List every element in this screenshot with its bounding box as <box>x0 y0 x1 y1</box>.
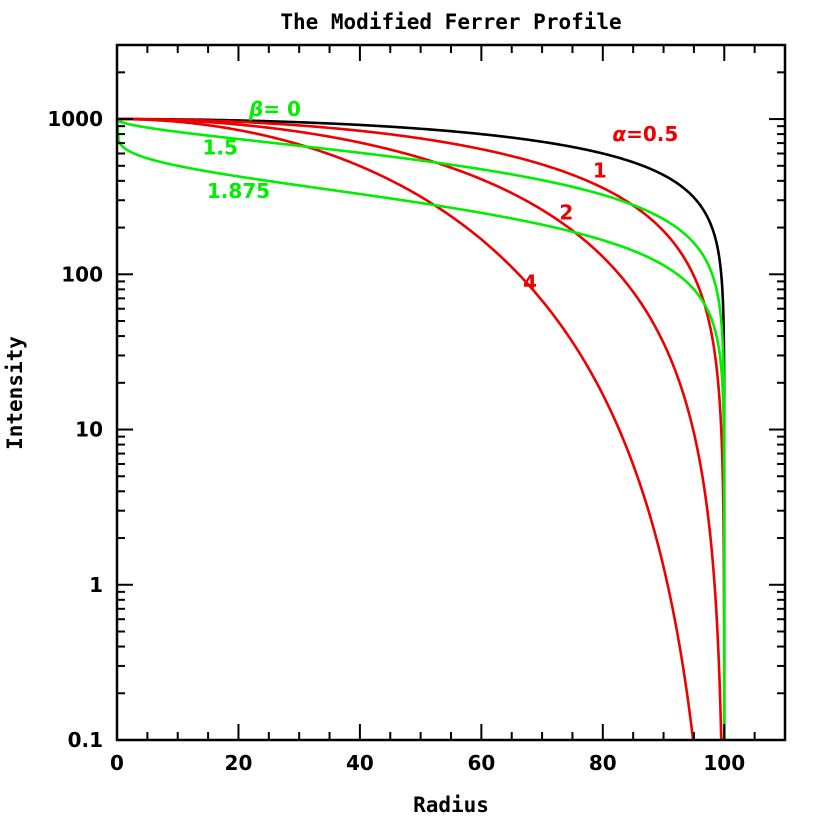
series-line-green-6 <box>115 118 726 740</box>
x-tick-label: 60 <box>467 751 495 775</box>
x-tick-label: 20 <box>225 751 253 775</box>
annotations-layer: β= 0 1.5 1.875 α=0.512 4 <box>203 97 679 295</box>
y-tick-label: 0.1 <box>68 728 103 752</box>
curve-annotation-1: β= 0 <box>248 97 301 121</box>
curve-annotation-7: 4 <box>523 270 537 294</box>
x-tick-label: 40 <box>346 751 374 775</box>
plot-frame <box>115 43 787 742</box>
y-tick-label: 1000 <box>47 107 103 131</box>
series-line-black-1 <box>117 117 726 740</box>
x-axis-label: Radius <box>413 793 489 817</box>
x-tick-label: 0 <box>110 751 124 775</box>
series-line-red-4 <box>117 117 695 741</box>
y-tick-label: 100 <box>61 262 103 286</box>
curve-annotation-5: 1 <box>593 159 607 183</box>
x-tick-label: 80 <box>589 751 617 775</box>
series-line-green-5 <box>116 118 726 740</box>
y-axis-label: Intensity <box>3 336 27 450</box>
series-line-red-2 <box>117 117 726 740</box>
curve-annotation-4: α=0.5 <box>612 122 678 146</box>
y-tick-label: 1 <box>89 573 103 597</box>
y-tick-label: 10 <box>75 418 103 442</box>
curve-annotation-3: 1.875 <box>207 179 270 203</box>
x-tick-label: 100 <box>703 751 745 775</box>
tick-labels-layer: 0 20 40 60 80 100 0.1 1 10 100 1000 <box>47 107 745 775</box>
chart-title: The Modified Ferrer Profile <box>280 10 621 34</box>
series-line-red-3 <box>117 117 723 741</box>
curves-layer <box>115 117 726 741</box>
curve-annotation-2: 1.5 <box>203 136 238 160</box>
curve-annotation-6: 2 <box>559 201 573 225</box>
